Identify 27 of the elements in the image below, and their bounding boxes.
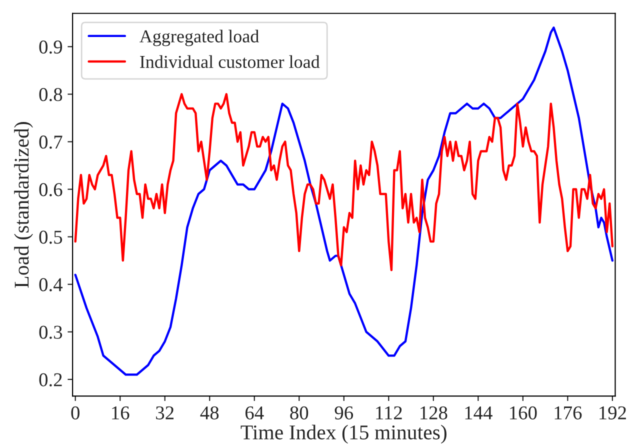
y-axis-title: Load (standardized) [14,122,33,288]
x-tick-label: 48 [200,406,219,420]
y-tick-label: 0.6 [39,183,62,196]
x-tick-label: 160 [510,406,537,420]
x-tick-label: 64 [245,406,264,420]
y-tick-label: 0.8 [39,88,62,102]
y-tick-label: 0.2 [39,373,62,386]
x-tick-label: 128 [420,406,448,420]
y-tick-label: 0.9 [39,40,62,54]
legend-label: Individual customer load [140,55,320,68]
y-tick-label: 0.5 [39,230,62,244]
x-tick-label: 0 [71,406,80,420]
x-tick-label: 16 [112,406,130,420]
x-tick-label: 192 [600,406,626,420]
line-series [74,26,614,376]
x-tick-label: 80 [290,406,308,420]
x-tick-label: 144 [465,406,492,420]
y-tick-label: 0.7 [39,136,62,149]
line-series [74,93,614,272]
x-axis-title: Time Index (15 minutes) [240,424,446,444]
y-tick-label: 0.3 [39,326,62,339]
x-tick-label: 112 [376,406,402,420]
x-tick-label: 32 [156,406,174,420]
x-tick-label: 176 [554,406,582,420]
y-tick-label: 0.4 [39,278,63,292]
legend-label: Aggregated load [140,30,259,46]
x-tick-label: 96 [334,406,354,420]
